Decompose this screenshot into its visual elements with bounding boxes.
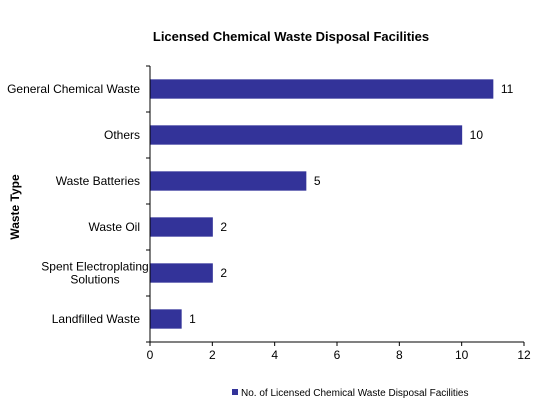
category-label-line: Spent Electroplating — [41, 260, 148, 274]
x-tick-label-5: 10 — [455, 348, 469, 362]
data-label-3: 2 — [220, 220, 227, 234]
bar-1 — [150, 125, 463, 145]
category-label-4: Spent Electroplating Solutions — [41, 260, 148, 287]
x-tick-label-0: 0 — [147, 348, 154, 362]
x-tick-label-1: 2 — [209, 348, 216, 362]
bar-0 — [150, 79, 494, 99]
category-label-2: Waste Batteries — [56, 174, 140, 188]
legend: No. of Licensed Chemical Waste Disposal … — [232, 388, 469, 399]
x-tick-label-2: 4 — [271, 348, 278, 362]
x-tick-label-6: 12 — [517, 348, 531, 362]
bar-3 — [150, 217, 213, 237]
data-label-1: 10 — [470, 128, 484, 142]
bar-5 — [150, 309, 182, 329]
category-label-line: Waste Batteries — [56, 174, 140, 188]
x-tick-label-3: 6 — [334, 348, 341, 362]
category-label-line: General Chemical Waste — [7, 82, 140, 96]
data-label-0: 11 — [501, 82, 514, 96]
category-label-line: Solutions — [70, 273, 119, 287]
data-label-2: 5 — [314, 174, 321, 188]
category-label-line: Landfilled Waste — [52, 312, 141, 326]
bar-2 — [150, 171, 307, 191]
data-label-4: 2 — [220, 266, 227, 280]
legend-label: No. of Licensed Chemical Waste Disposal … — [241, 388, 469, 399]
bar-4 — [150, 263, 213, 283]
chart-title: Licensed Chemical Waste Disposal Facilit… — [153, 29, 429, 44]
category-label-0: General Chemical Waste — [7, 82, 140, 96]
category-label-line: Others — [104, 128, 140, 142]
category-label-1: Others — [104, 128, 140, 142]
y-axis-title: Waste Type — [8, 174, 22, 240]
category-label-line: Waste Oil — [88, 220, 140, 234]
data-label-5: 1 — [189, 312, 196, 326]
x-tick-label-4: 8 — [396, 348, 403, 362]
legend-swatch — [232, 389, 238, 395]
category-label-3: Waste Oil — [88, 220, 140, 234]
category-label-5: Landfilled Waste — [52, 312, 141, 326]
